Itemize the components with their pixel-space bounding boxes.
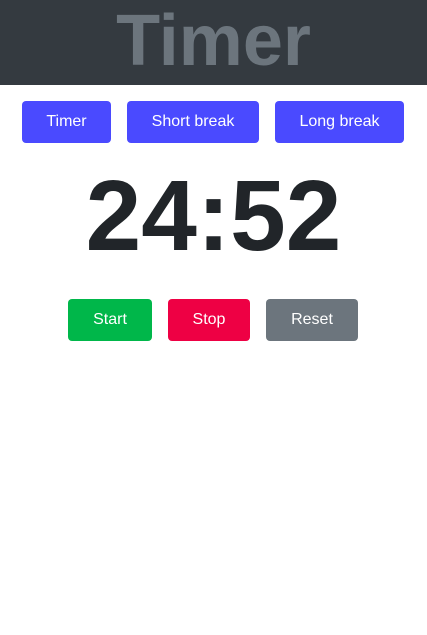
stop-button[interactable]: Stop xyxy=(168,299,250,341)
app-header: Timer xyxy=(0,0,427,85)
timer-mode-button[interactable]: Timer xyxy=(22,101,111,143)
short-break-button[interactable]: Short break xyxy=(127,101,259,143)
countdown-display: 24:52 xyxy=(85,160,342,272)
start-button[interactable]: Start xyxy=(68,299,152,341)
app-title: Timer xyxy=(116,0,311,81)
long-break-button[interactable]: Long break xyxy=(275,101,404,143)
reset-button[interactable]: Reset xyxy=(266,299,358,341)
